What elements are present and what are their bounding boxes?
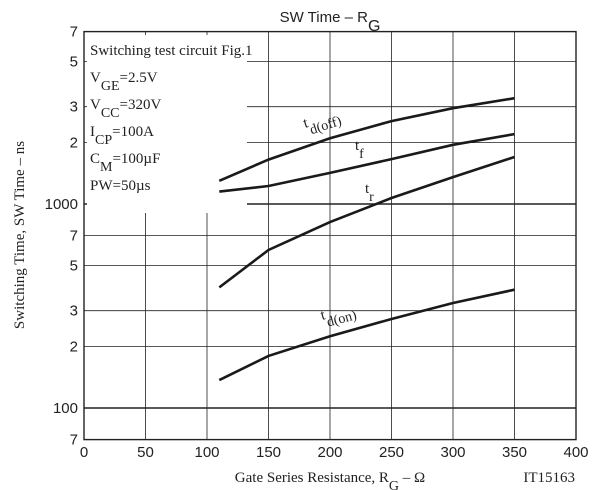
x-tick-label: 200 xyxy=(317,444,342,461)
annotation: VGE=2.5V xyxy=(90,70,158,94)
series-label-part: t xyxy=(319,307,328,324)
series-label-part: t xyxy=(355,138,360,154)
series-label: tr xyxy=(365,181,374,205)
x-tick-label: 400 xyxy=(563,444,588,461)
annotation: VCC=320V xyxy=(90,97,161,121)
x-tick-label: 0 xyxy=(80,444,88,461)
annotation-part: Switching test circuit Fig.1 xyxy=(90,43,253,59)
x-axis-title-part: G xyxy=(389,479,399,490)
series-line xyxy=(219,132,515,193)
y-tick-label: 1000 xyxy=(45,196,78,213)
y-axis-title: Switching Time, SW Time – ns xyxy=(12,141,28,329)
series-line xyxy=(218,155,515,289)
x-tick-label: 150 xyxy=(256,444,281,461)
annotation-part: C xyxy=(90,151,100,167)
annotation-box xyxy=(87,35,247,213)
series-label-part: t xyxy=(365,181,370,197)
x-axis-title: Gate Series Resistance, RG – Ω xyxy=(235,470,425,490)
x-tick-label: 300 xyxy=(440,444,465,461)
figure-code: IT15163 xyxy=(523,470,575,486)
annotation: CM=100µF xyxy=(90,151,160,175)
y-tick-label: 2 xyxy=(70,135,78,152)
annotation: ICP=100A xyxy=(90,124,154,148)
series-label: tf xyxy=(355,138,364,162)
series-label-part: d(off) xyxy=(308,113,344,137)
annotation-part: =2.5V xyxy=(120,70,158,86)
y-tick-label: 3 xyxy=(70,303,78,320)
annotation-part: =320V xyxy=(120,97,162,113)
y-tick-label: 3 xyxy=(70,99,78,116)
annotation-part: GE xyxy=(101,79,120,94)
annotation: PW=50µs xyxy=(90,178,151,194)
x-tick-label: 100 xyxy=(194,444,219,461)
series-label: td(off) xyxy=(301,105,343,139)
annotation-part: =100µF xyxy=(112,151,160,167)
annotation-part: CC xyxy=(101,106,120,121)
annotation-part: CP xyxy=(95,133,112,148)
x-tick-label: 350 xyxy=(502,444,527,461)
x-axis-title-part: – Ω xyxy=(399,470,425,486)
chart-title-part: SW Time – R xyxy=(280,9,369,26)
series-label: td(on) xyxy=(319,299,359,331)
annotation-part: PW=50µs xyxy=(90,178,151,194)
series-line xyxy=(218,96,515,182)
chart-title-part: G xyxy=(368,18,380,35)
plot-frame xyxy=(83,30,577,441)
x-tick-label: 250 xyxy=(379,444,404,461)
series-line xyxy=(218,288,515,382)
y-tick-label: 7 xyxy=(70,228,78,245)
x-tick-label: 50 xyxy=(137,444,154,461)
annotation-part: I xyxy=(90,124,95,140)
annotation-part: V xyxy=(90,70,101,86)
y-tick-label: 2 xyxy=(70,339,78,356)
chart-title: SW Time – RG xyxy=(280,9,381,35)
x-axis-title-part: Gate Series Resistance, R xyxy=(235,470,389,486)
y-tick-label: 5 xyxy=(70,53,78,70)
series-label-part: f xyxy=(359,147,364,162)
y-tick-label: 7 xyxy=(70,24,78,41)
y-tick-label: 7 xyxy=(70,432,78,449)
annotation-part: V xyxy=(90,97,101,113)
y-tick-label: 5 xyxy=(70,257,78,274)
series-label-part: t xyxy=(301,115,311,132)
annotation: Switching test circuit Fig.1 xyxy=(90,43,253,59)
y-tick-label: 100 xyxy=(53,400,78,417)
series-label-part: r xyxy=(369,190,374,205)
annotation-part: M xyxy=(100,160,113,175)
annotation-part: =100A xyxy=(112,124,154,140)
